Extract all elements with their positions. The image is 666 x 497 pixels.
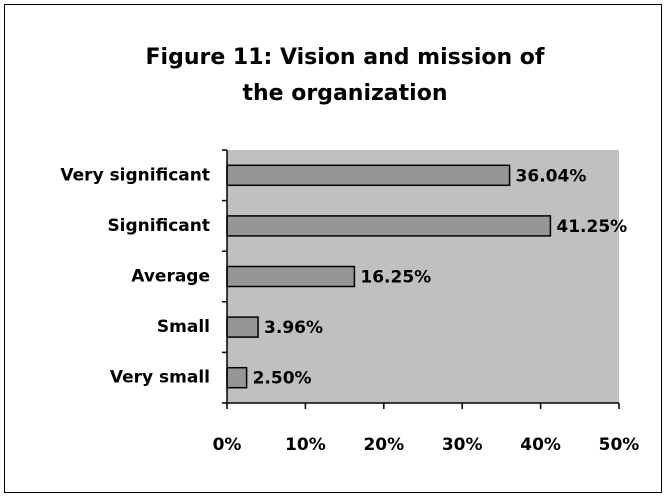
x-tick-label: 0% bbox=[213, 435, 242, 455]
value-label: 3.96% bbox=[264, 318, 323, 338]
y-tick-label: Average bbox=[131, 267, 210, 287]
y-tick-label: Significant bbox=[107, 216, 210, 236]
value-label: 41.25% bbox=[556, 217, 627, 237]
x-tick-label: 20% bbox=[363, 435, 404, 455]
bar bbox=[226, 366, 248, 389]
x-tick-label: 10% bbox=[285, 435, 326, 455]
bar bbox=[226, 215, 552, 237]
x-tick-label: 40% bbox=[520, 435, 561, 455]
bar bbox=[226, 316, 259, 338]
value-label: 36.04% bbox=[516, 166, 587, 186]
bar bbox=[226, 164, 511, 187]
value-label: 2.50% bbox=[253, 369, 312, 389]
y-tick-label: Very small bbox=[110, 368, 210, 388]
chart-title: Figure 11: Vision and mission of the org… bbox=[145, 45, 545, 106]
bar bbox=[226, 265, 356, 288]
value-label: 16.25% bbox=[360, 268, 431, 288]
y-tick-label: Small bbox=[157, 317, 210, 337]
x-tick-label: 50% bbox=[599, 435, 640, 455]
y-tick-label: Very significant bbox=[60, 165, 210, 185]
x-tick-label: 30% bbox=[442, 435, 483, 455]
